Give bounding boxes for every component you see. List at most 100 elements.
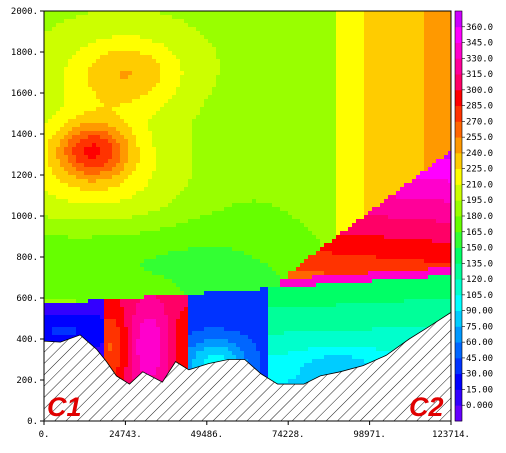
contour-cell xyxy=(112,335,117,340)
contour-cell xyxy=(112,143,117,148)
contour-cell xyxy=(148,103,153,108)
contour-cell xyxy=(180,355,185,360)
contour-cell xyxy=(116,315,121,320)
contour-cell xyxy=(212,35,217,40)
contour-cell xyxy=(96,59,101,64)
contour-cell xyxy=(160,271,165,276)
contour-cell xyxy=(204,123,209,128)
contour-cell xyxy=(128,39,133,44)
contour-cell xyxy=(92,299,97,304)
contour-cell xyxy=(212,43,217,48)
contour-cell xyxy=(140,235,145,240)
contour-cell xyxy=(128,63,133,68)
contour-cell xyxy=(180,15,185,20)
contour-cell xyxy=(140,239,145,244)
contour-cell xyxy=(180,143,185,148)
contour-cell xyxy=(44,299,49,304)
contour-cell xyxy=(168,95,173,100)
contour-cell xyxy=(120,231,125,236)
contour-cell xyxy=(92,263,97,268)
contour-cell xyxy=(196,335,201,340)
contour-cell xyxy=(228,215,233,220)
contour-cell xyxy=(132,11,137,16)
contour-cell xyxy=(84,267,89,272)
contour-cell xyxy=(52,55,57,60)
contour-cell xyxy=(80,299,85,304)
contour-cell xyxy=(176,71,181,76)
contour-cell xyxy=(168,175,173,180)
contour-cell xyxy=(64,323,69,328)
contour-cell xyxy=(128,239,133,244)
contour-cell xyxy=(68,271,73,276)
contour-cell xyxy=(160,99,165,104)
contour-cell xyxy=(136,195,141,200)
contour-cell xyxy=(204,39,209,44)
contour-cell xyxy=(108,83,113,88)
contour-cell xyxy=(72,107,77,112)
contour-cell xyxy=(204,75,209,80)
contour-cell xyxy=(176,319,181,324)
contour-cell xyxy=(68,219,73,224)
contour-cell xyxy=(64,143,69,148)
contour-cell xyxy=(96,75,101,80)
contour-cell xyxy=(156,307,161,312)
contour-cell xyxy=(196,187,201,192)
contour-cell xyxy=(196,339,201,344)
contour-cell xyxy=(68,47,73,52)
contour-cell xyxy=(100,279,105,284)
contour-cell xyxy=(220,151,225,156)
contour-cell xyxy=(204,323,209,328)
contour-cell xyxy=(84,311,89,316)
contour-cell xyxy=(228,147,233,152)
contour-cell xyxy=(76,175,81,180)
contour-cell xyxy=(220,219,225,224)
contour-cell xyxy=(152,83,157,88)
contour-cell xyxy=(188,243,193,248)
contour-cell xyxy=(156,311,161,316)
contour-cell xyxy=(120,171,125,176)
contour-cell xyxy=(140,219,145,224)
contour-cell xyxy=(88,143,93,148)
contour-cell xyxy=(108,131,113,136)
contour-cell xyxy=(60,151,65,156)
contour-cell xyxy=(44,99,49,104)
contour-cell xyxy=(172,19,177,24)
contour-cell xyxy=(48,303,53,308)
contour-cell xyxy=(108,279,113,284)
contour-cell xyxy=(164,139,169,144)
contour-cell xyxy=(232,155,237,160)
contour-cell xyxy=(176,139,181,144)
contour-cell xyxy=(192,123,197,128)
contour-cell xyxy=(212,27,217,32)
contour-cell xyxy=(120,355,125,360)
contour-cell xyxy=(176,327,181,332)
contour-cell xyxy=(60,91,65,96)
contour-cell xyxy=(148,203,153,208)
contour-cell xyxy=(196,191,201,196)
contour-cell xyxy=(72,67,77,72)
contour-cell xyxy=(224,115,229,120)
contour-cell xyxy=(172,143,177,148)
contour-cell xyxy=(176,331,181,336)
contour-cell xyxy=(108,295,113,300)
contour-cell xyxy=(48,123,53,128)
contour-cell xyxy=(48,227,53,232)
contour-cell xyxy=(188,103,193,108)
contour-cell xyxy=(204,187,209,192)
contour-cell xyxy=(236,79,241,84)
contour-cell xyxy=(116,103,121,108)
contour-cell xyxy=(148,255,153,260)
contour-cell xyxy=(212,295,217,300)
contour-cell xyxy=(224,171,229,176)
contour-cell xyxy=(228,67,233,72)
contour-cell xyxy=(92,103,97,108)
contour-cell xyxy=(228,331,233,336)
contour-cell xyxy=(116,191,121,196)
contour-cell xyxy=(80,203,85,208)
contour-cell xyxy=(100,283,105,288)
contour-cell xyxy=(224,235,229,240)
contour-cell xyxy=(236,31,241,36)
contour-cell xyxy=(68,319,73,324)
contour-cell xyxy=(164,287,169,292)
contour-cell xyxy=(144,135,149,140)
